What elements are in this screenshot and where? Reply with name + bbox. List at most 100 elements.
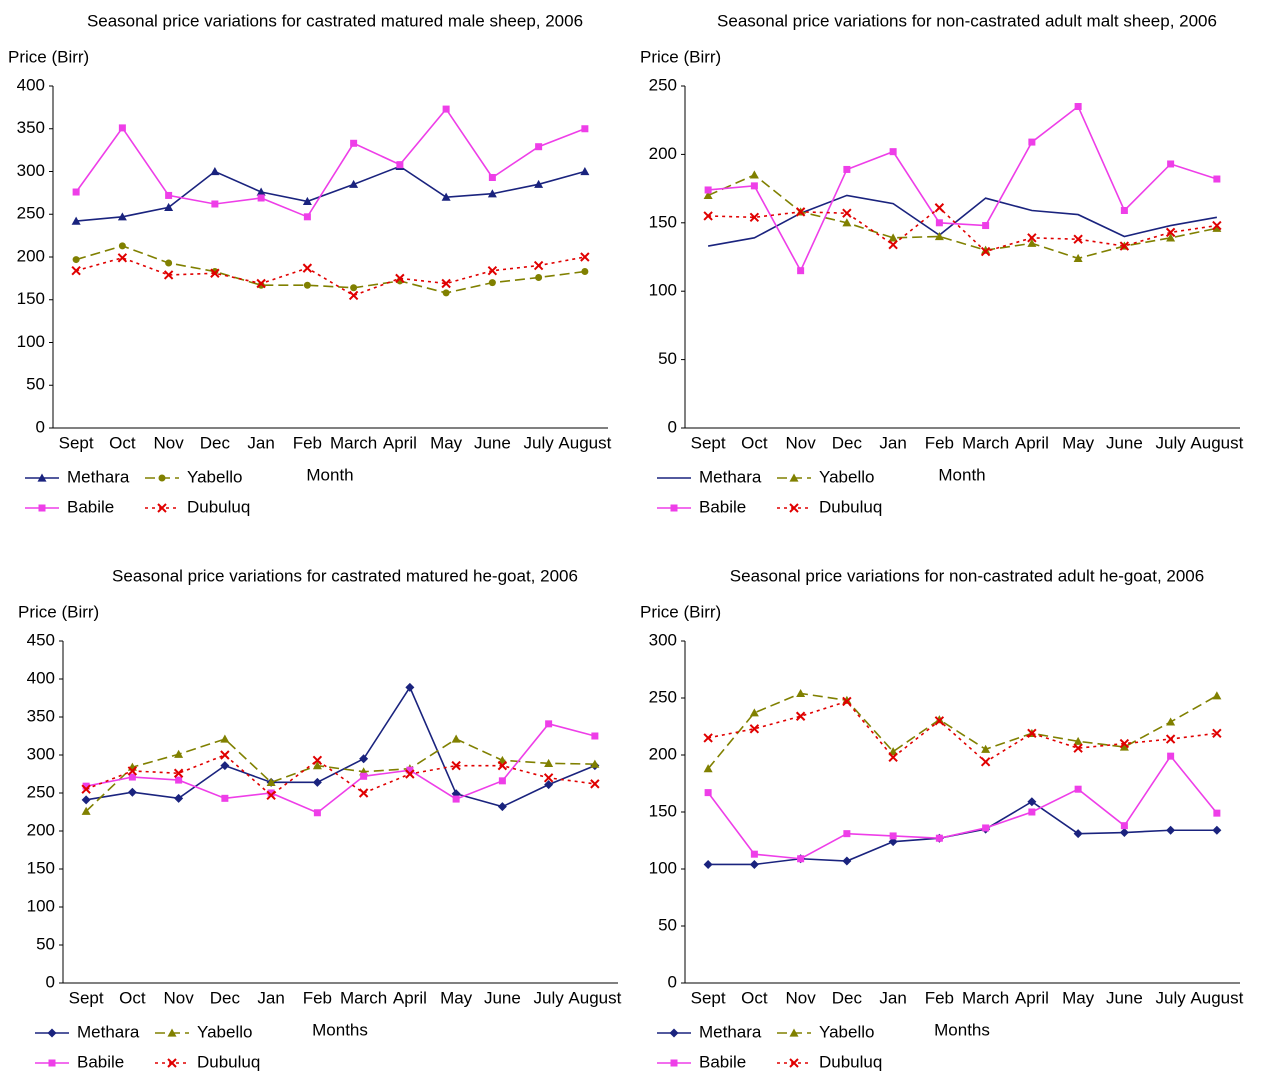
x-tick-label: August (558, 433, 611, 452)
marker (405, 682, 415, 692)
marker (221, 794, 229, 802)
x-tick-label: June (1106, 988, 1143, 1007)
x-tick-label: Dec (200, 433, 231, 452)
marker (544, 758, 554, 767)
y-tick-label: 200 (649, 744, 677, 763)
marker (982, 222, 990, 230)
marker (1167, 160, 1175, 168)
marker (981, 744, 991, 753)
chart-panel: Seasonal price variations for non-castra… (640, 566, 1244, 1071)
x-tick-label: Nov (164, 988, 195, 1007)
legend-label: Methara (699, 467, 762, 486)
marker (842, 696, 852, 707)
marker (789, 503, 799, 513)
x-axis-label: Month (306, 465, 353, 484)
marker (703, 190, 713, 200)
series-line (75, 256, 586, 297)
y-tick-label: 0 (36, 417, 45, 436)
x-tick-label: August (1190, 988, 1243, 1007)
legend-item: Methara (657, 467, 762, 486)
marker (488, 173, 496, 181)
marker (488, 279, 496, 287)
marker (38, 504, 46, 512)
x-tick-label: Jan (879, 433, 906, 452)
x-tick-label: Feb (303, 988, 332, 1007)
marker (1028, 808, 1036, 816)
legend-label: Babile (77, 1052, 124, 1071)
series-line (707, 700, 1217, 763)
marker (935, 219, 943, 227)
legend-label: Dubuluq (187, 497, 250, 516)
marker (703, 859, 713, 869)
x-tick-label: May (1062, 988, 1095, 1007)
y-tick-label: 100 (27, 896, 55, 915)
marker (581, 268, 589, 276)
marker (703, 764, 713, 773)
legend-label: Yabello (197, 1022, 252, 1041)
marker (358, 788, 369, 798)
legend-label: Yabello (187, 467, 242, 486)
marker (406, 766, 414, 774)
legend-label: Yabello (819, 467, 874, 486)
marker (591, 732, 599, 740)
marker (888, 752, 898, 762)
x-tick-label: Dec (832, 988, 863, 1007)
marker (842, 218, 852, 227)
x-tick-label: May (440, 988, 473, 1007)
x-tick-label: June (474, 433, 511, 452)
marker (544, 780, 554, 790)
marker (749, 708, 759, 717)
legend-item: Yabello (155, 1022, 252, 1041)
marker (533, 260, 544, 271)
y-tick-label: 0 (46, 972, 55, 991)
x-tick-label: Jan (879, 988, 906, 1007)
x-tick-label: Nov (786, 988, 817, 1007)
y-tick-label: 50 (658, 915, 677, 934)
legend-label: Methara (77, 1022, 140, 1041)
y-tick-label: 300 (649, 630, 677, 649)
y-tick-label: 200 (17, 246, 45, 265)
x-tick-label: Nov (786, 433, 817, 452)
marker (175, 776, 183, 784)
x-tick-label: Dec (832, 433, 863, 452)
marker (82, 782, 90, 790)
marker (127, 787, 137, 797)
x-tick-label: Jan (247, 433, 274, 452)
x-tick-label: July (534, 988, 565, 1007)
marker (1027, 728, 1037, 739)
marker (487, 265, 498, 276)
marker (163, 270, 174, 280)
y-tick-label: 150 (649, 801, 677, 820)
series-line (85, 685, 596, 808)
y-tick-label: 200 (649, 144, 677, 163)
y-tick-label: 300 (17, 161, 45, 180)
chart-panel: Seasonal price variations for castrated … (18, 566, 622, 1071)
legend-label: Dubuluq (819, 1052, 882, 1071)
chart-panel: Seasonal price variations for non-castra… (640, 11, 1244, 516)
marker (313, 809, 321, 817)
marker (1166, 233, 1176, 242)
marker (396, 161, 404, 169)
legend-item: Yabello (777, 467, 874, 486)
legend-label: Methara (699, 1022, 762, 1041)
marker (302, 263, 313, 273)
legend-item: Dubuluq (145, 497, 250, 516)
y-tick-label: 50 (26, 375, 45, 394)
marker (981, 245, 991, 254)
marker (1212, 691, 1222, 700)
marker (797, 267, 805, 275)
marker (670, 504, 678, 512)
x-tick-label: Oct (109, 433, 136, 452)
legend-label: Methara (67, 467, 130, 486)
legend-item: Babile (657, 497, 746, 516)
y-tick-label: 250 (27, 782, 55, 801)
x-tick-label: July (1156, 988, 1187, 1007)
legend-item: Methara (35, 1022, 140, 1041)
y-tick-label: 350 (27, 706, 55, 725)
x-tick-label: April (1015, 988, 1049, 1007)
marker (1119, 742, 1129, 751)
x-tick-label: July (1156, 433, 1187, 452)
y-tick-label: 150 (649, 212, 677, 231)
y-tick-label: 250 (17, 204, 45, 223)
legend-item: Babile (25, 497, 114, 516)
